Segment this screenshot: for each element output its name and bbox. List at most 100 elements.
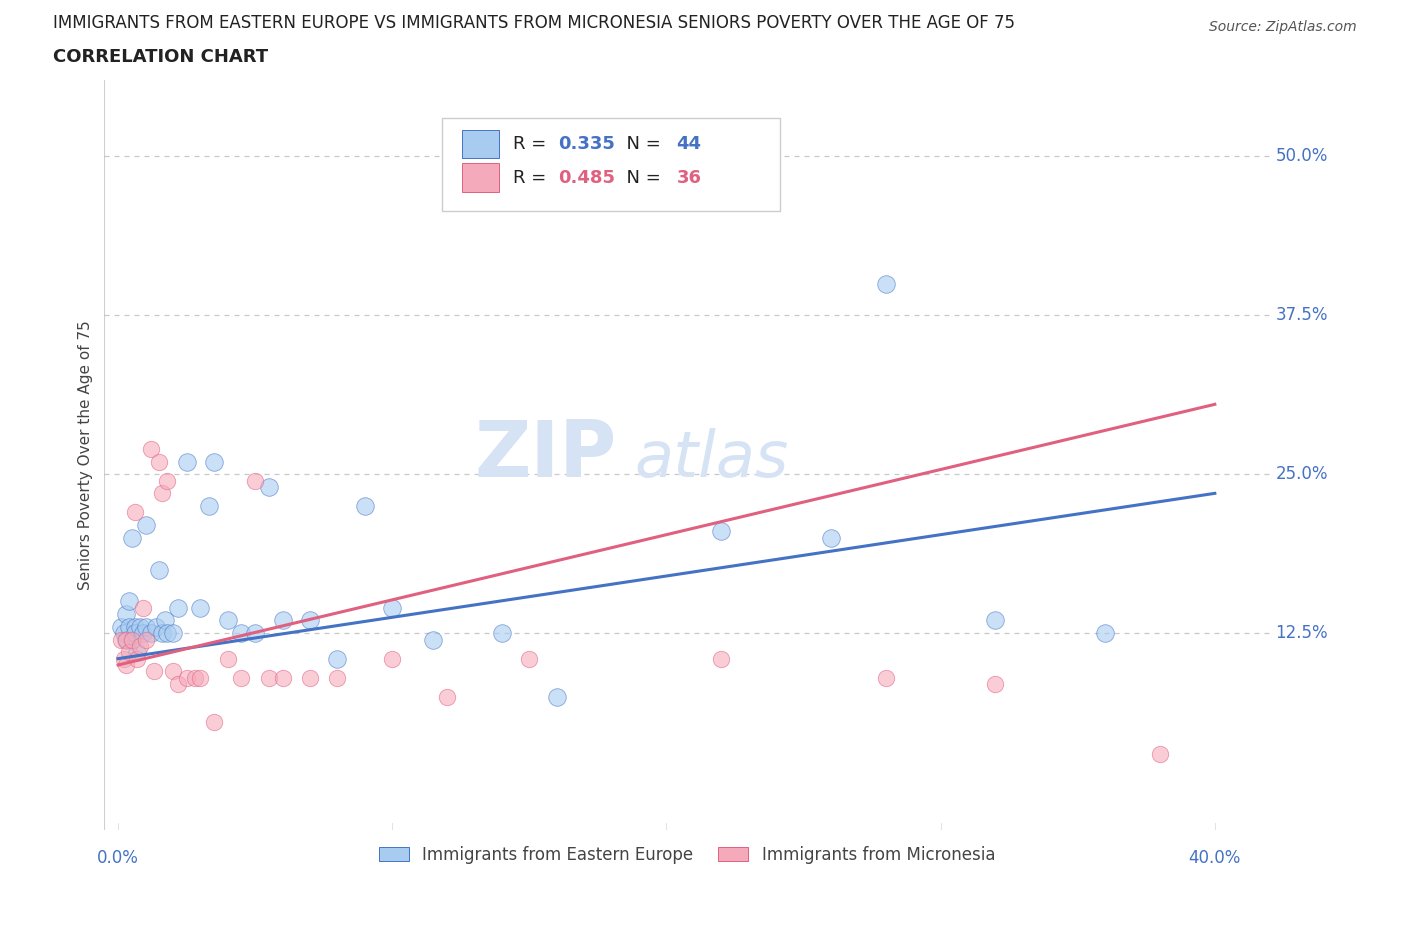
Point: [176, 454, 198, 469]
Text: Source: ZipAtlas.com: Source: ZipAtlas.com: [1209, 20, 1357, 34]
Point: [110, 632, 132, 647]
Point: [110, 619, 132, 634]
Point: [139, 442, 162, 457]
Point: [436, 689, 458, 704]
Point: [546, 689, 568, 704]
Point: [217, 613, 239, 628]
Point: [820, 530, 842, 545]
Point: [132, 601, 155, 616]
Point: [134, 632, 156, 647]
Point: [243, 626, 266, 641]
Text: CORRELATION CHART: CORRELATION CHART: [53, 48, 269, 66]
Point: [121, 632, 143, 647]
Point: [150, 485, 173, 500]
Point: [139, 626, 162, 641]
Text: R =: R =: [513, 135, 553, 153]
Point: [231, 671, 253, 685]
Text: 40.0%: 40.0%: [1188, 849, 1241, 867]
Point: [519, 651, 541, 666]
Point: [115, 632, 138, 647]
Point: [381, 651, 404, 666]
Point: [710, 651, 733, 666]
Point: [381, 601, 404, 616]
Point: [167, 601, 190, 616]
Point: [118, 619, 141, 634]
Point: [129, 639, 152, 654]
Point: [127, 644, 149, 659]
Point: [162, 664, 184, 679]
Point: [875, 671, 897, 685]
Point: [984, 613, 1007, 628]
Text: 12.5%: 12.5%: [1275, 624, 1329, 643]
Text: 0.0%: 0.0%: [97, 849, 139, 867]
Point: [121, 632, 143, 647]
Point: [112, 651, 135, 666]
Point: [188, 601, 211, 616]
Point: [115, 658, 138, 672]
Y-axis label: Seniors Poverty Over the Age of 75: Seniors Poverty Over the Age of 75: [79, 320, 93, 590]
Bar: [463, 164, 499, 192]
Point: [202, 715, 225, 730]
Point: [124, 505, 146, 520]
Text: ZIP: ZIP: [475, 418, 617, 493]
Point: [124, 619, 146, 634]
Point: [115, 632, 138, 647]
Point: [115, 606, 138, 621]
Point: [142, 664, 165, 679]
Point: [326, 651, 349, 666]
Point: [145, 619, 167, 634]
Point: [257, 480, 280, 495]
Point: [132, 626, 155, 641]
Point: [298, 613, 321, 628]
Point: [231, 626, 253, 641]
Point: [124, 626, 146, 641]
Point: [984, 677, 1007, 692]
FancyBboxPatch shape: [443, 117, 780, 211]
Text: N =: N =: [614, 135, 666, 153]
Point: [150, 626, 173, 641]
Legend: Immigrants from Eastern Europe, Immigrants from Micronesia: Immigrants from Eastern Europe, Immigran…: [373, 840, 1002, 870]
Point: [710, 524, 733, 538]
Point: [148, 454, 170, 469]
Point: [118, 594, 141, 609]
Text: 50.0%: 50.0%: [1275, 147, 1327, 166]
Text: 25.0%: 25.0%: [1275, 465, 1329, 484]
Point: [875, 276, 897, 291]
Text: 44: 44: [676, 135, 702, 153]
Point: [176, 671, 198, 685]
Point: [1149, 747, 1171, 762]
Point: [1094, 626, 1116, 641]
Point: [112, 626, 135, 641]
Point: [271, 613, 294, 628]
Point: [298, 671, 321, 685]
Point: [148, 563, 170, 578]
Point: [127, 651, 149, 666]
Point: [156, 473, 179, 488]
Point: [134, 518, 156, 533]
Point: [202, 454, 225, 469]
Point: [134, 619, 156, 634]
Point: [197, 498, 219, 513]
Point: [353, 498, 375, 513]
Text: 37.5%: 37.5%: [1275, 306, 1329, 325]
Text: R =: R =: [513, 168, 553, 187]
Point: [491, 626, 513, 641]
Point: [167, 677, 190, 692]
Point: [118, 644, 141, 659]
Text: 36: 36: [676, 168, 702, 187]
Point: [184, 671, 207, 685]
Text: IMMIGRANTS FROM EASTERN EUROPE VS IMMIGRANTS FROM MICRONESIA SENIORS POVERTY OVE: IMMIGRANTS FROM EASTERN EUROPE VS IMMIGR…: [53, 14, 1015, 32]
Point: [257, 671, 280, 685]
Point: [162, 626, 184, 641]
Point: [271, 671, 294, 685]
Point: [153, 613, 176, 628]
Point: [243, 473, 266, 488]
Text: N =: N =: [614, 168, 666, 187]
Text: 0.335: 0.335: [558, 135, 614, 153]
Point: [129, 619, 152, 634]
Text: atlas: atlas: [634, 428, 789, 490]
Bar: [463, 129, 499, 158]
Point: [217, 651, 239, 666]
Point: [326, 671, 349, 685]
Point: [121, 530, 143, 545]
